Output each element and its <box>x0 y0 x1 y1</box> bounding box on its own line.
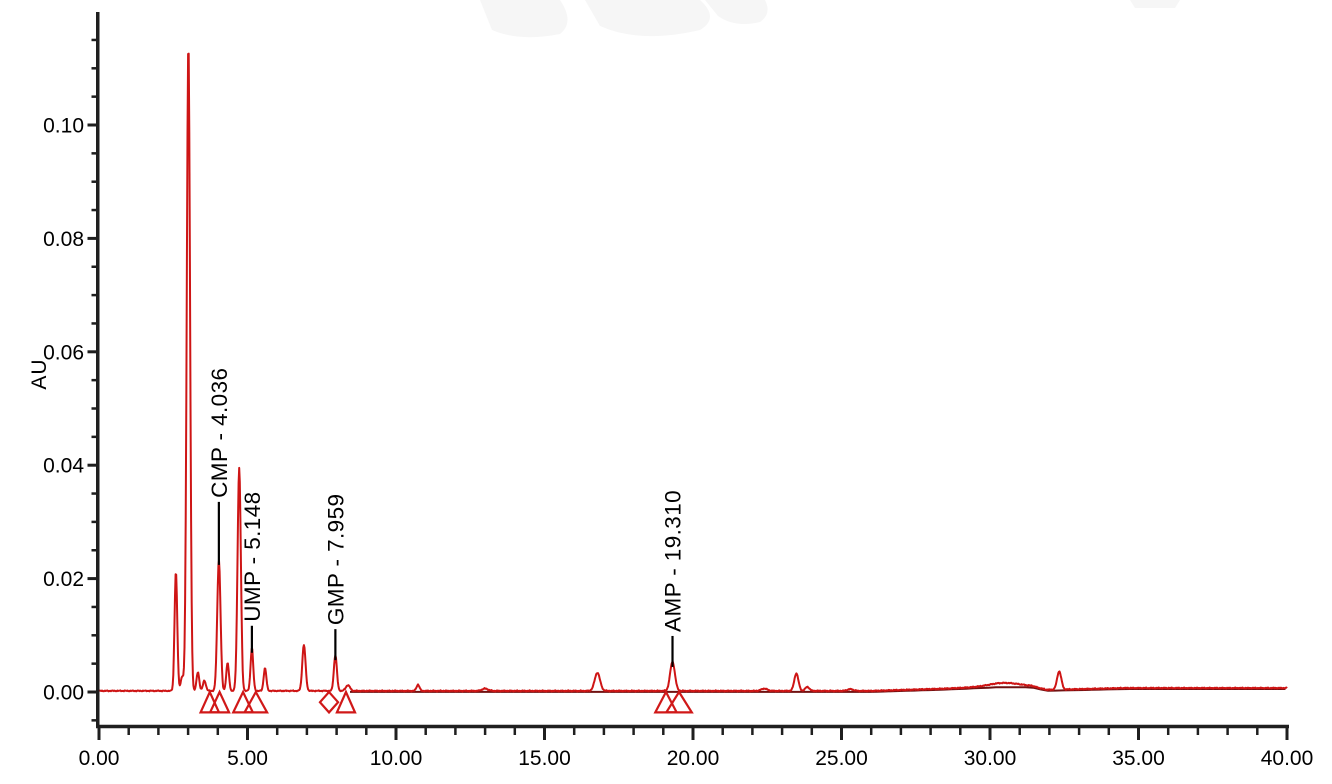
integration-markers <box>198 689 694 715</box>
x-tick-label: 0.00 <box>79 747 120 770</box>
y-tick-label: 0.04 <box>43 455 84 478</box>
triangle-integration-marker <box>242 689 269 714</box>
x-axis-ticks: 0.00 5.00 10.00 15.00 20.00 25.00 30.00 35.00 40… <box>79 728 1314 770</box>
triangle-integration-marker <box>335 689 357 714</box>
x-tick-label: 30.00 <box>964 747 1017 770</box>
y-tick-label: 0.06 <box>43 341 84 364</box>
diamond-integration-marker <box>318 690 340 715</box>
peak-label-gmp: GMP - 7.959 <box>323 494 348 626</box>
peak-label-cmp: CMP - 4.036 <box>207 368 232 498</box>
x-tick-label: 20.00 <box>667 747 720 770</box>
triangle-integration-marker <box>664 689 694 714</box>
peak-label-ump: UMP - 5.148 <box>240 491 265 621</box>
x-tick-label: 25.00 <box>815 747 868 770</box>
y-tick-label: 0.00 <box>43 682 84 705</box>
chromatogram-trace <box>98 52 1288 693</box>
peak-label-amp: AMP - 19.310 <box>661 490 686 632</box>
faint-watermark <box>480 0 1180 38</box>
x-tick-label: 5.00 <box>227 747 268 770</box>
y-tick-label: 0.02 <box>43 568 84 591</box>
peak-annotations: CMP - 4.036 UMP - 5.148 GMP - 7.959 AMP - 1… <box>207 368 686 667</box>
triangle-integration-marker <box>198 689 221 714</box>
x-tick-label: 10.00 <box>370 747 423 770</box>
triangle-integration-marker <box>208 689 231 714</box>
axes <box>96 12 1289 729</box>
x-tick-label: 15.00 <box>518 747 571 770</box>
y-tick-label: 0.10 <box>43 115 84 138</box>
y-axis-ticks: 0.00 0.02 0.04 0.06 0.08 0.10 <box>43 38 96 722</box>
triangle-integration-marker <box>231 689 255 714</box>
x-tick-label: 35.00 <box>1112 747 1165 770</box>
x-tick-label: 40.00 <box>1261 747 1314 770</box>
y-tick-label: 0.08 <box>43 228 84 251</box>
